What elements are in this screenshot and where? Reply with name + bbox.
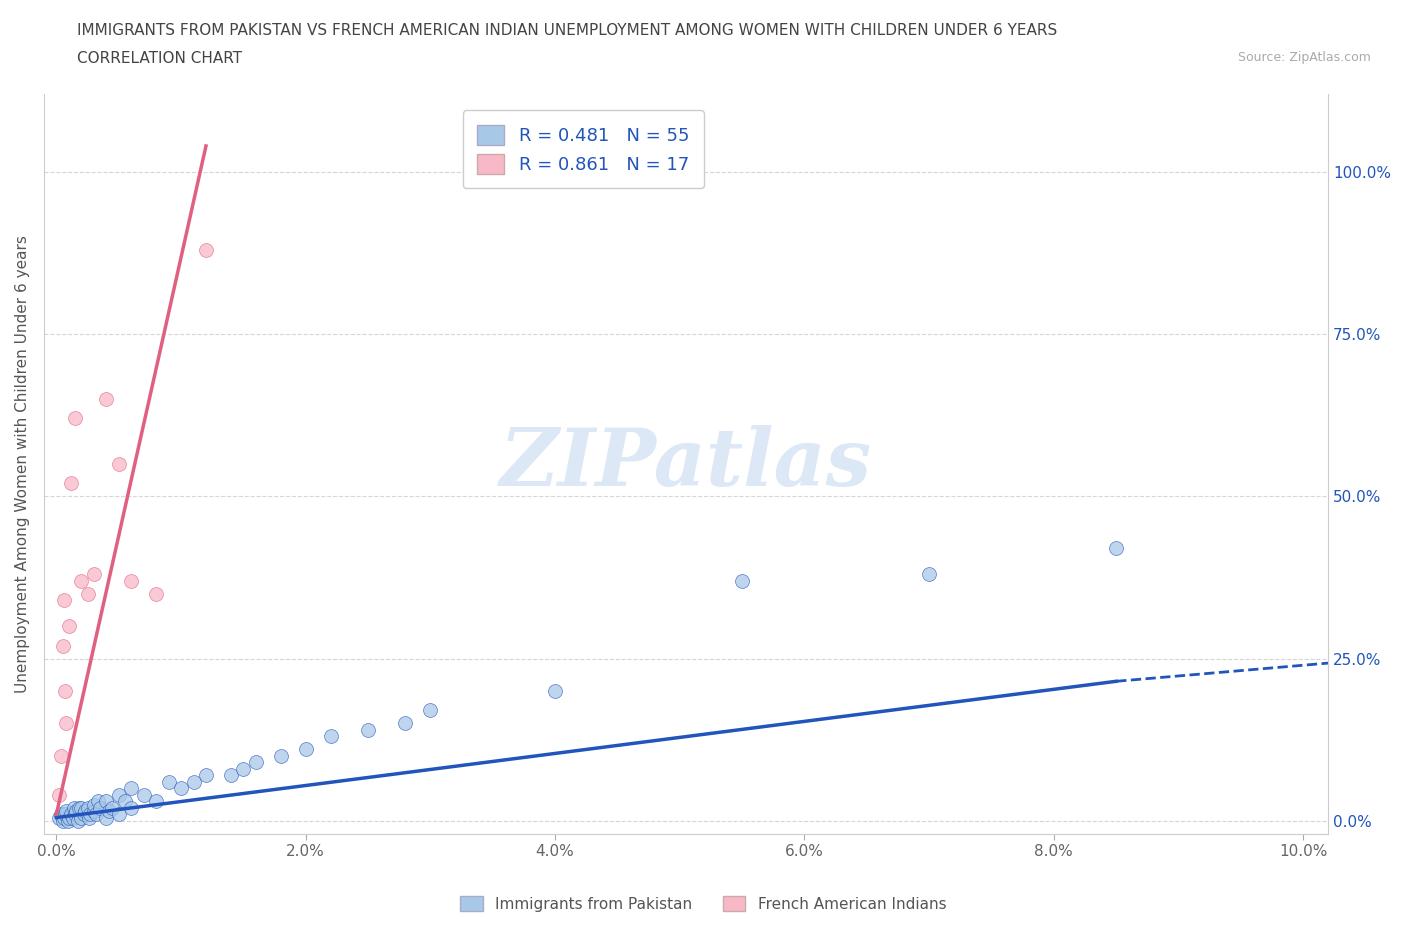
Point <box>170 781 193 796</box>
Text: CORRELATION CHART: CORRELATION CHART <box>77 51 242 66</box>
Point <box>918 566 941 581</box>
Point <box>97 804 120 818</box>
Point <box>107 457 129 472</box>
Text: Source: ZipAtlas.com: Source: ZipAtlas.com <box>1237 51 1371 64</box>
Point <box>120 781 142 796</box>
Point <box>62 810 84 825</box>
Point <box>83 797 105 812</box>
Point <box>52 814 75 829</box>
Point <box>157 775 180 790</box>
Legend: Immigrants from Pakistan, French American Indians: Immigrants from Pakistan, French America… <box>454 889 952 918</box>
Point <box>132 788 155 803</box>
Point <box>96 810 118 825</box>
Text: ZIPatlas: ZIPatlas <box>501 425 872 503</box>
Y-axis label: Unemployment Among Women with Children Under 6 years: Unemployment Among Women with Children U… <box>15 235 30 693</box>
Point <box>394 716 416 731</box>
Point <box>66 814 89 829</box>
Point <box>63 807 86 822</box>
Point <box>96 392 118 406</box>
Point <box>56 814 79 829</box>
Point <box>89 801 111 816</box>
Point <box>51 807 73 822</box>
Point <box>357 723 380 737</box>
Point <box>120 573 142 588</box>
Point <box>52 592 75 607</box>
Point <box>245 755 267 770</box>
Point <box>76 586 98 601</box>
Text: IMMIGRANTS FROM PAKISTAN VS FRENCH AMERICAN INDIAN UNEMPLOYMENT AMONG WOMEN WITH: IMMIGRANTS FROM PAKISTAN VS FRENCH AMERI… <box>77 23 1057 38</box>
Point <box>58 810 80 825</box>
Point <box>544 684 567 698</box>
Point <box>86 794 108 809</box>
Point <box>63 411 86 426</box>
Point <box>219 768 242 783</box>
Point <box>84 807 107 822</box>
Point <box>232 762 254 777</box>
Point <box>77 810 100 825</box>
Point <box>83 804 105 818</box>
Point <box>96 794 118 809</box>
Point <box>83 566 105 581</box>
Point <box>70 573 93 588</box>
Point <box>70 801 93 816</box>
Point <box>58 618 80 633</box>
Point <box>194 243 217 258</box>
Point <box>60 476 83 491</box>
Point <box>419 703 441 718</box>
Point <box>55 716 77 731</box>
Point <box>52 810 75 825</box>
Point <box>67 801 90 816</box>
Legend: R = 0.481   N = 55, R = 0.861   N = 17: R = 0.481 N = 55, R = 0.861 N = 17 <box>463 111 704 188</box>
Point <box>55 804 77 818</box>
Point <box>145 794 167 809</box>
Point <box>48 788 70 803</box>
Point <box>183 775 205 790</box>
Point <box>53 807 76 822</box>
Point <box>70 810 93 825</box>
Point <box>65 804 87 818</box>
Point <box>1105 541 1128 556</box>
Point <box>319 729 342 744</box>
Point <box>79 807 101 822</box>
Point <box>107 807 129 822</box>
Point <box>114 794 136 809</box>
Point <box>194 768 217 783</box>
Point <box>53 684 76 698</box>
Point <box>52 638 75 653</box>
Point <box>60 807 83 822</box>
Point <box>73 804 96 818</box>
Point <box>145 586 167 601</box>
Point <box>62 801 84 816</box>
Point <box>73 807 96 822</box>
Point <box>107 788 129 803</box>
Point <box>101 801 124 816</box>
Point <box>76 801 98 816</box>
Point <box>294 742 316 757</box>
Point <box>51 749 73 764</box>
Point <box>48 810 70 825</box>
Point <box>731 573 754 588</box>
Point <box>270 749 292 764</box>
Point <box>120 801 142 816</box>
